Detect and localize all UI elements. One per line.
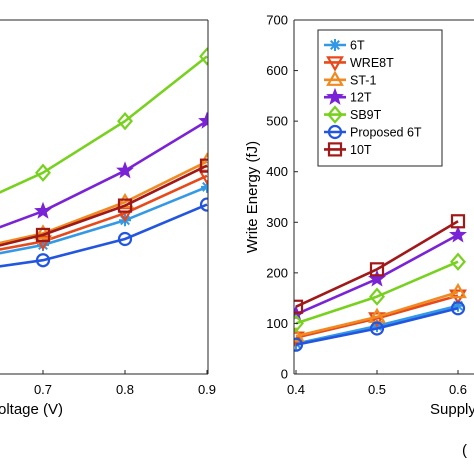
x-tick-label: 0.8 bbox=[116, 382, 134, 397]
data-point bbox=[116, 161, 134, 179]
left-plot-area bbox=[0, 47, 208, 268]
legend-marker bbox=[327, 105, 343, 124]
data-point bbox=[369, 321, 385, 336]
data-point bbox=[35, 253, 51, 268]
y-tick-label: 400 bbox=[266, 164, 288, 179]
data-point bbox=[198, 111, 208, 129]
data-point bbox=[34, 235, 52, 251]
data-point bbox=[35, 163, 51, 182]
right-y-axis-label: Write Energy (fJ) bbox=[244, 141, 261, 253]
legend-label: ST-1 bbox=[350, 73, 376, 87]
legend-label: WRE8T bbox=[350, 56, 394, 70]
data-point bbox=[294, 326, 305, 343]
data-point bbox=[117, 198, 133, 213]
left-x-ticks: 0.7 0.8 0.9 bbox=[34, 370, 216, 397]
series-line-wre8t bbox=[295, 294, 459, 339]
legend-marker bbox=[327, 124, 343, 140]
y-tick-label: 500 bbox=[266, 114, 288, 129]
data-point bbox=[368, 312, 386, 328]
y-tick-label: 700 bbox=[266, 13, 288, 28]
x-tick-label: 0.7 bbox=[34, 382, 52, 397]
legend-item: WRE8T bbox=[324, 56, 394, 72]
legend-label: 10T bbox=[350, 143, 372, 157]
right-y-ticks: 0 100 200 300 400 500 600 700 bbox=[266, 13, 298, 382]
legend-item: 12T bbox=[324, 87, 372, 105]
series-line-sb9t bbox=[295, 260, 459, 325]
legend-item: 10T bbox=[324, 142, 372, 157]
legend-marker bbox=[326, 56, 344, 72]
left-chart-panel: 0.7 0.8 0.9 oltage (V) bbox=[0, 19, 216, 418]
y-tick-label: 100 bbox=[266, 316, 288, 331]
legend-item: Proposed 6T bbox=[324, 124, 422, 140]
legend: 6T WRE8T ST-1 12T SB9T Proposed 6T 10T bbox=[317, 29, 443, 167]
data-point bbox=[450, 301, 466, 316]
figure-label: ( bbox=[462, 442, 467, 459]
right-x-axis-label: Supply bbox=[430, 401, 474, 418]
series-line-st-1 bbox=[295, 290, 459, 338]
series-line-wre8t bbox=[0, 174, 208, 251]
x-tick-label: 0.4 bbox=[287, 382, 305, 397]
series-line-proposed-6t bbox=[295, 307, 459, 346]
series-line-sb9t bbox=[0, 55, 208, 194]
series-line-st-1 bbox=[0, 160, 208, 245]
data-point bbox=[450, 252, 466, 271]
y-tick-label: 0 bbox=[281, 367, 288, 382]
data-point bbox=[369, 287, 385, 306]
data-point bbox=[199, 197, 208, 212]
data-point bbox=[116, 192, 134, 209]
legend-label: 12T bbox=[350, 91, 372, 105]
data-point bbox=[34, 201, 52, 219]
data-point bbox=[449, 282, 467, 299]
data-point bbox=[35, 227, 51, 243]
series-line-10t bbox=[295, 220, 459, 308]
x-tick-label: 0.6 bbox=[449, 382, 467, 397]
series-line-10t bbox=[0, 164, 208, 247]
data-point bbox=[450, 214, 466, 229]
legend-item: ST-1 bbox=[324, 70, 376, 87]
legend-label: Proposed 6T bbox=[350, 126, 422, 140]
data-point bbox=[294, 299, 304, 314]
data-point bbox=[294, 314, 304, 333]
right-x-ticks: 0.4 0.5 0.6 bbox=[287, 370, 467, 397]
right-chart-panel: 0 100 200 300 400 500 600 700 0.4 0.5 0.6 Write E… bbox=[244, 13, 474, 418]
legend-item: 6T bbox=[324, 39, 365, 53]
data-point bbox=[369, 262, 385, 277]
data-point bbox=[117, 231, 133, 247]
data-point bbox=[199, 158, 208, 173]
series-line-6t bbox=[0, 185, 208, 255]
y-tick-label: 200 bbox=[266, 265, 288, 280]
y-tick-label: 600 bbox=[266, 63, 288, 78]
legend-marker bbox=[327, 142, 343, 157]
legend-marker bbox=[326, 70, 344, 86]
legend-item: SB9T bbox=[324, 105, 382, 124]
data-point bbox=[199, 47, 208, 66]
data-point bbox=[117, 111, 133, 131]
series-line-proposed-6t bbox=[0, 203, 208, 268]
data-point bbox=[294, 337, 304, 352]
x-tick-label: 0.5 bbox=[368, 382, 386, 397]
right-plot-area bbox=[294, 214, 467, 352]
data-point bbox=[449, 225, 467, 243]
data-point bbox=[116, 207, 134, 223]
x-tick-label: 0.9 bbox=[198, 382, 216, 397]
legend-label: 6T bbox=[350, 39, 365, 53]
y-tick-label: 300 bbox=[266, 215, 288, 230]
legend-marker bbox=[329, 39, 341, 51]
series-line-12t bbox=[0, 119, 208, 229]
legend-marker bbox=[326, 87, 344, 105]
legend-label: SB9T bbox=[350, 108, 382, 122]
left-x-axis-label: oltage (V) bbox=[0, 401, 63, 418]
